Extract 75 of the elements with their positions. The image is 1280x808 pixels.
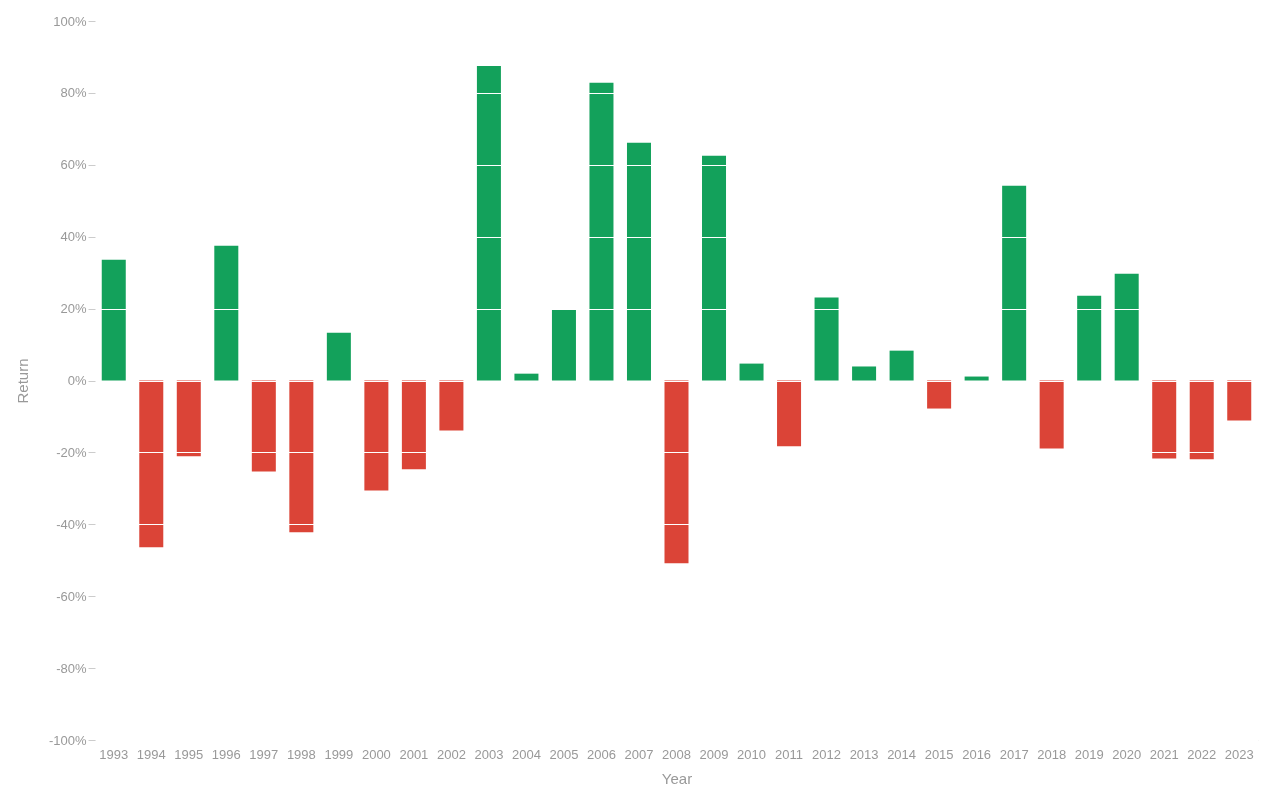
x-tick-label: 1998 (286, 746, 316, 762)
bar (664, 380, 689, 564)
y-tick-label: 60% (60, 157, 87, 173)
bar (251, 380, 276, 472)
y-tick-label: -80% (56, 660, 87, 676)
x-tick-label: 2004 (511, 746, 541, 762)
bar (326, 332, 351, 381)
x-tick-label: 2015 (924, 746, 954, 762)
bar (1077, 295, 1102, 381)
bar (401, 380, 426, 470)
x-tick-label: 2007 (624, 746, 654, 762)
y-tick-label: -20% (56, 444, 87, 460)
x-tick-label: 2006 (587, 746, 616, 762)
x-tick-label: 2022 (1187, 746, 1217, 762)
x-tick-label: 2013 (849, 746, 879, 762)
x-tick-label: 1995 (174, 746, 204, 762)
bar (1002, 185, 1027, 381)
bar (101, 259, 126, 381)
bar (626, 142, 651, 381)
bar (852, 366, 877, 381)
x-tick-label: 1993 (99, 746, 129, 762)
bar (927, 380, 952, 409)
bar (777, 380, 802, 447)
x-tick-label: 2018 (1037, 746, 1067, 762)
y-tick-label: -100% (48, 732, 87, 748)
bar (364, 380, 389, 491)
x-tick-label: 2008 (662, 746, 691, 762)
x-tick-label: 2017 (999, 746, 1029, 762)
y-tick-label: 100% (53, 13, 87, 29)
x-tick-label: 2000 (361, 746, 391, 762)
x-tick-label: 2011 (775, 746, 804, 762)
bar (176, 380, 201, 457)
bar (439, 380, 464, 431)
bar (1039, 380, 1064, 449)
x-tick-label: 2001 (399, 746, 429, 762)
bar (964, 376, 989, 381)
x-tick-label: 1994 (136, 746, 166, 762)
bar (814, 297, 839, 381)
bar (589, 82, 614, 381)
y-axis-title: Return (13, 358, 31, 404)
x-tick-label: 2010 (737, 746, 766, 762)
x-tick-label: 2016 (962, 746, 992, 762)
x-tick-label: 2014 (887, 746, 917, 762)
y-tick-label: -60% (56, 588, 87, 604)
y-tick-label: 80% (60, 85, 87, 101)
bar (739, 363, 764, 381)
bar (1114, 273, 1139, 381)
bar (214, 245, 239, 381)
x-tick-label: 1997 (249, 746, 279, 762)
x-axis-title: Year (661, 769, 693, 787)
x-tick-label: 1999 (324, 746, 354, 762)
x-tick-label: 2012 (812, 746, 842, 762)
y-tick-label: 0% (67, 373, 87, 388)
x-tick-label: 2009 (699, 746, 729, 762)
bar (702, 155, 727, 381)
bar (1227, 380, 1252, 421)
bar (476, 65, 501, 381)
x-tick-label: 2003 (474, 746, 504, 762)
bar (1189, 380, 1214, 460)
x-tick-label: 2002 (436, 746, 466, 762)
bar (1152, 380, 1177, 459)
bar (289, 380, 314, 533)
x-tick-label: 2019 (1074, 746, 1104, 762)
x-tick-label: 2023 (1224, 746, 1254, 762)
bar (551, 309, 576, 381)
x-tick-label: 2021 (1149, 746, 1179, 762)
bar (514, 373, 539, 381)
y-tick-label: -40% (56, 516, 87, 532)
bar (889, 350, 914, 381)
y-tick-label: 40% (60, 229, 87, 245)
x-tick-label: 2020 (1112, 746, 1142, 762)
x-tick-label: 1996 (211, 746, 241, 762)
y-tick-label: 20% (60, 301, 87, 317)
bar (139, 380, 164, 548)
x-tick-label: 2005 (549, 746, 579, 762)
